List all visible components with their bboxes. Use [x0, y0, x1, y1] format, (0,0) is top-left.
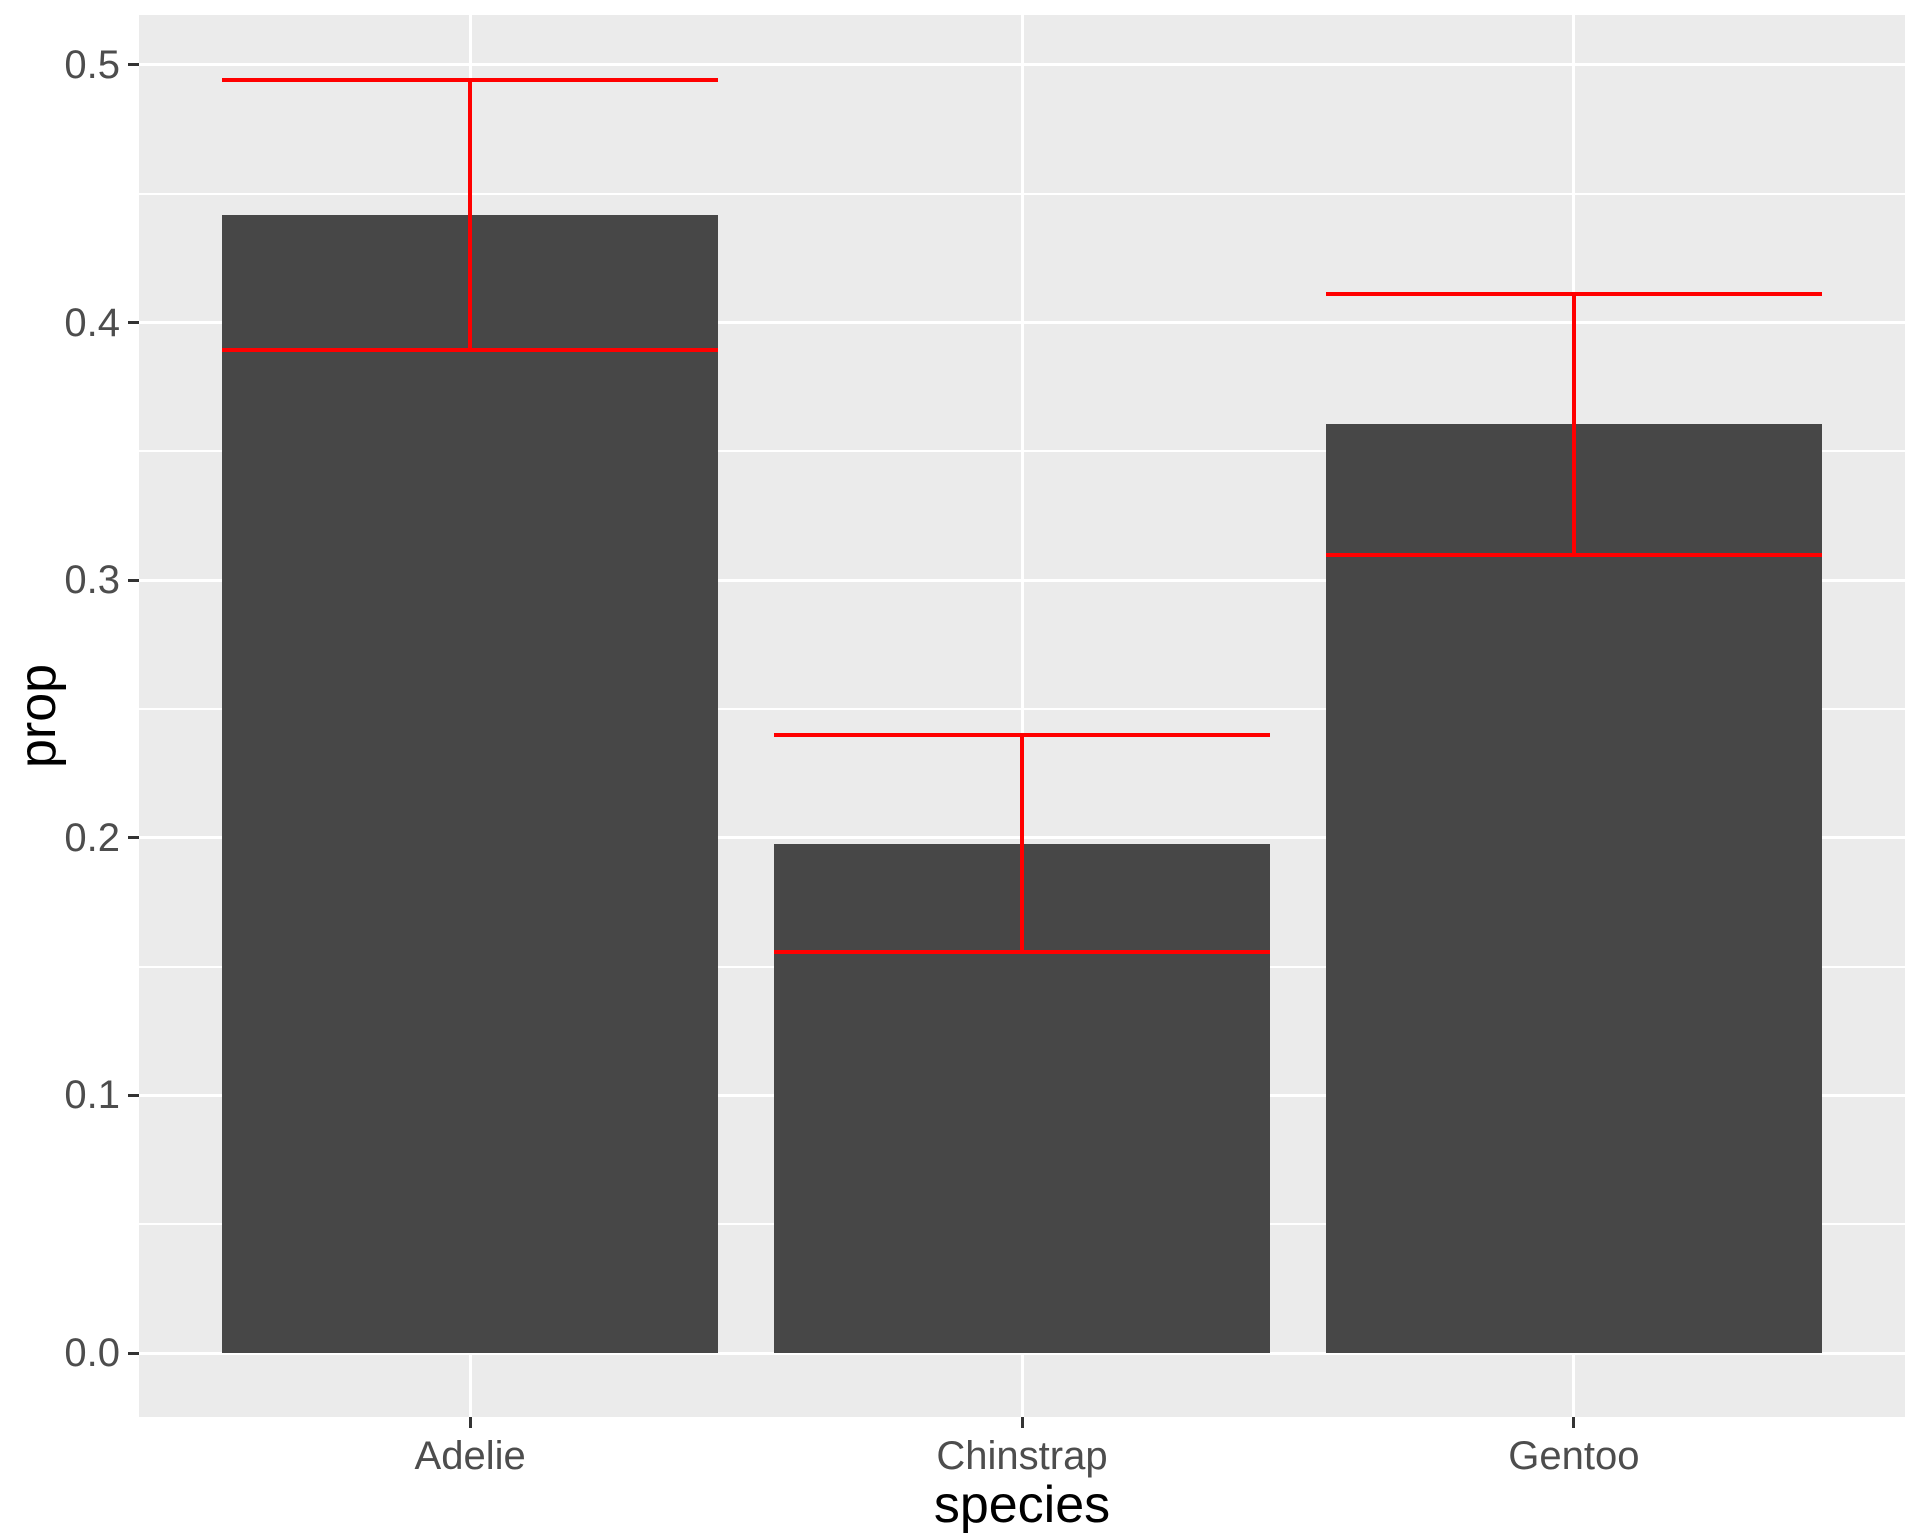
x-tick-label-adelie: Adelie [414, 1434, 526, 1478]
errorbar-stem [468, 79, 473, 350]
y-tick-label: 0.3 [64, 558, 120, 603]
errorbar-stem [1020, 735, 1024, 953]
y-tick-label: 0.0 [64, 1331, 120, 1376]
y-tick-mark [128, 836, 139, 840]
x-tick-mark [1572, 1417, 1576, 1428]
y-tick-label: 0.2 [64, 815, 120, 860]
errorbar-lower-crossbar [221, 347, 719, 352]
gridline-major-x [1020, 15, 1024, 1417]
y-tick-mark [128, 321, 139, 325]
y-tick-mark [128, 63, 139, 67]
y-tick-label: 0.5 [64, 42, 120, 87]
errorbar-lower-crossbar [773, 950, 1271, 955]
errorbar-stem [1571, 293, 1576, 556]
y-axis-title: prop [9, 663, 67, 769]
x-tick-mark [1020, 1417, 1024, 1428]
y-tick-label: 0.4 [64, 300, 120, 345]
y-tick-mark [128, 1351, 139, 1355]
y-tick-label: 0.1 [64, 1073, 120, 1118]
bar-adelie [221, 214, 719, 1354]
errorbar-lower-crossbar [1325, 553, 1823, 558]
bar-gentoo [1325, 424, 1823, 1354]
x-tick-mark [468, 1417, 472, 1428]
x-axis-title: species [933, 1476, 1111, 1534]
x-tick-label-gentoo: Gentoo [1508, 1434, 1640, 1478]
y-tick-mark [128, 1093, 139, 1097]
y-tick-mark [128, 578, 139, 582]
plot-panel [139, 15, 1905, 1417]
x-tick-label-chinstrap: Chinstrap [936, 1434, 1108, 1478]
